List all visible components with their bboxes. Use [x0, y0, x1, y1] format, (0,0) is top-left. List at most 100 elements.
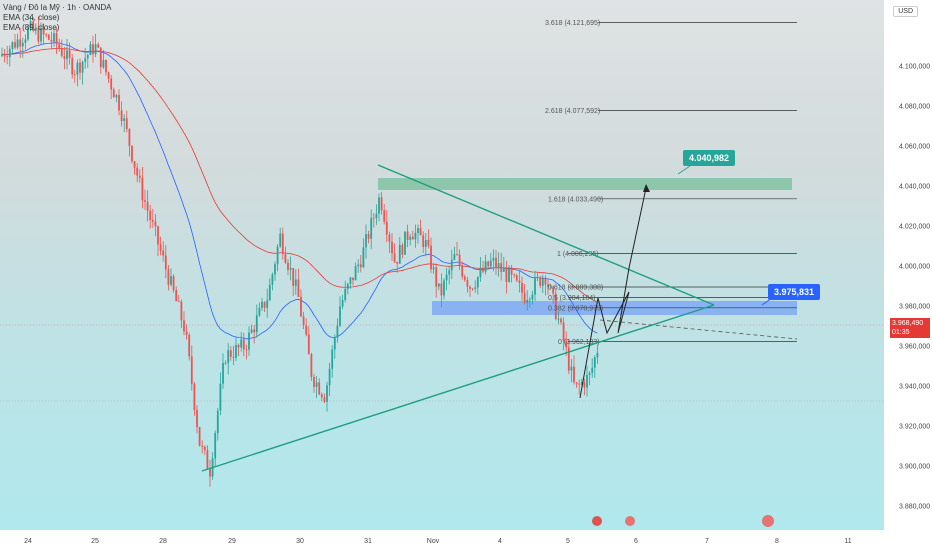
candle-body: [302, 316, 305, 326]
candle-body: [367, 234, 370, 239]
candle-body: [32, 21, 35, 31]
candle-body: [125, 118, 128, 130]
candle-body: [63, 56, 66, 60]
candle-body: [271, 274, 274, 285]
fib-level-label: 0 (3.962,133): [558, 339, 600, 346]
candle-body: [414, 232, 417, 240]
candle-body: [544, 278, 547, 285]
y-tick-label: 3.920,000: [899, 423, 930, 430]
candle-body: [487, 261, 490, 267]
candle-body: [518, 280, 521, 283]
candle-body: [24, 39, 27, 43]
candle-body: [53, 33, 55, 42]
candle-body: [66, 50, 68, 60]
candle-body: [196, 409, 198, 428]
candle-body: [185, 331, 188, 335]
candle-body: [266, 300, 269, 308]
candle-body: [541, 278, 544, 286]
y-tick-label: 3.900,000: [899, 463, 930, 470]
candle-body: [92, 44, 94, 55]
candle-body: [219, 383, 222, 411]
candle-body: [263, 301, 266, 308]
fib-level-label: 1 (4.006,235): [557, 251, 599, 258]
candle-body: [250, 329, 253, 333]
candle-body: [198, 427, 201, 446]
candle-body: [175, 290, 178, 302]
x-tick-label: 6: [634, 538, 638, 545]
candle-body: [497, 263, 500, 268]
candle-body: [162, 250, 165, 256]
fib-level-label: 2.618 (4.077,592): [545, 108, 600, 115]
candle-body: [253, 329, 256, 333]
candle-body: [47, 34, 50, 40]
ema89-line: [1, 47, 598, 303]
currency-label[interactable]: USD: [893, 6, 918, 17]
candle-body: [489, 260, 492, 267]
candle-body: [583, 382, 586, 388]
candle-body: [352, 277, 354, 281]
candle-body: [133, 161, 136, 168]
candle-body: [575, 382, 578, 384]
chart-legend: Vàng / Đô la Mỹ · 1h · OANDA EMA (34, cl…: [3, 3, 111, 33]
x-tick-label: 31: [364, 538, 372, 545]
candle-body: [89, 44, 92, 55]
candle-body: [232, 356, 235, 358]
candle-body: [471, 288, 474, 290]
candle-body: [573, 366, 575, 383]
y-tick-label: 4.000,000: [899, 263, 930, 270]
candle-body: [313, 376, 315, 387]
target-pointer-upper: [677, 165, 691, 175]
candle-body: [149, 210, 152, 220]
candle-body: [112, 89, 115, 98]
candle-body: [159, 244, 162, 251]
candle-body: [398, 244, 401, 264]
candle-body: [180, 301, 183, 321]
candle-body: [560, 318, 562, 323]
candle-body: [578, 383, 581, 385]
candle-body: [261, 301, 263, 308]
x-tick-label: 25: [91, 538, 99, 545]
candle-body: [372, 217, 375, 219]
candle-body: [461, 265, 464, 277]
current-price-tag: 3.968,490 01:35: [890, 318, 930, 338]
triangle-resistance-line: [377, 164, 715, 306]
candle-body: [359, 264, 362, 268]
candle-body: [406, 231, 409, 240]
candle-body: [144, 200, 146, 202]
candle-body: [354, 266, 357, 281]
candle-body: [453, 254, 456, 260]
candle-body: [404, 231, 406, 255]
candle-body: [593, 357, 596, 368]
candle-body: [258, 307, 261, 316]
candle-body: [484, 261, 487, 272]
candle-body: [326, 385, 328, 402]
candle-body: [123, 118, 126, 122]
candle-body: [375, 213, 378, 219]
candle-body: [305, 325, 308, 335]
candle-body: [383, 210, 386, 222]
candle-body: [409, 236, 412, 240]
candle-body: [346, 283, 349, 289]
candle-body: [450, 259, 453, 271]
candle-body: [279, 233, 282, 247]
candle-body: [565, 340, 568, 348]
candle-body: [495, 257, 497, 268]
candle-body: [422, 235, 425, 248]
candle-body: [445, 274, 448, 281]
candle-body: [588, 372, 591, 375]
candle-body: [339, 306, 341, 326]
candle-body: [120, 110, 123, 122]
target-label-upper: 4.040,982: [683, 150, 736, 166]
candle-body: [40, 28, 42, 42]
candle-body: [396, 261, 399, 264]
candle-body: [513, 274, 516, 276]
candle-body: [294, 279, 297, 286]
x-tick-label: 24: [24, 538, 32, 545]
candle-body: [21, 42, 24, 47]
candle-body: [284, 254, 287, 263]
candle-body: [380, 197, 383, 211]
target-label-lower: 3.975,831: [768, 284, 821, 300]
fib-level-label: 0.5 (3.984,184): [548, 295, 595, 302]
candle-body: [567, 347, 570, 371]
